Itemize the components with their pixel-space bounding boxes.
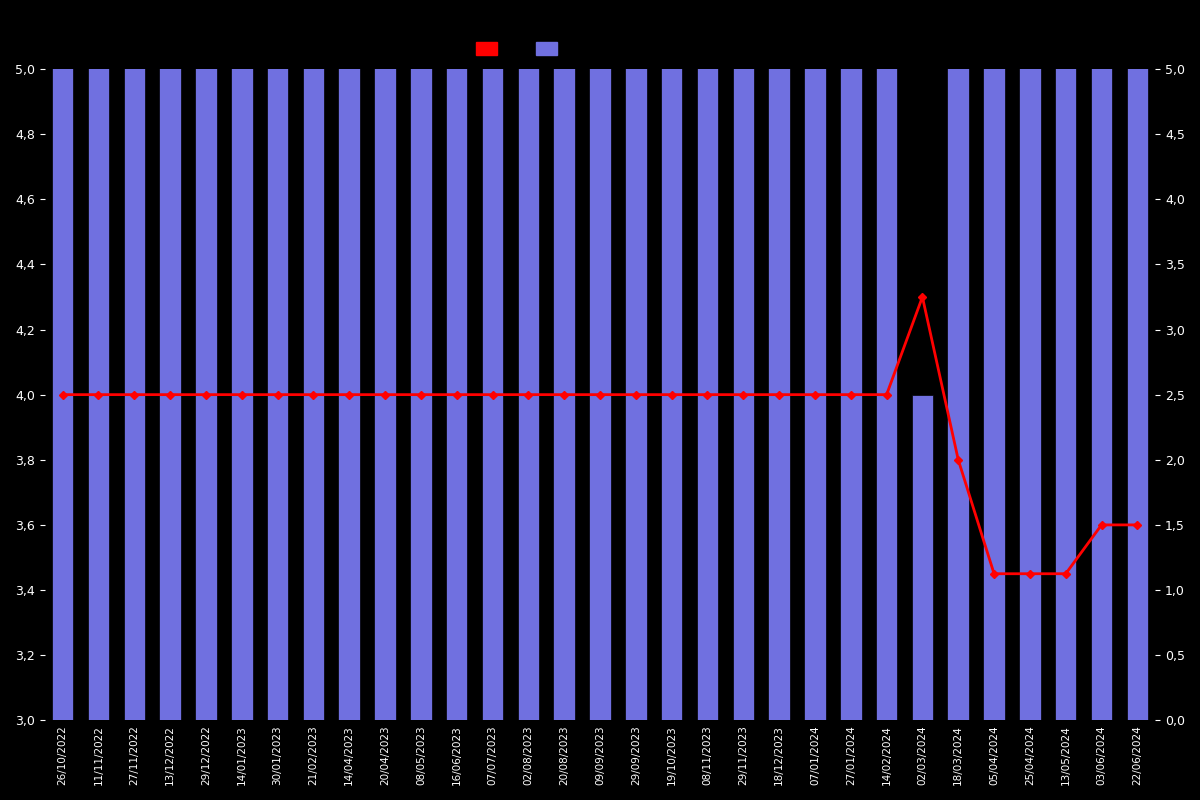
Bar bbox=[410, 0, 432, 720]
Bar bbox=[661, 0, 683, 720]
Bar bbox=[948, 0, 968, 720]
Bar bbox=[697, 0, 719, 720]
Legend: , : , bbox=[470, 37, 574, 62]
Bar bbox=[768, 0, 790, 720]
Bar bbox=[232, 0, 252, 720]
Bar bbox=[517, 0, 539, 720]
Bar bbox=[338, 0, 360, 720]
Bar bbox=[266, 0, 288, 720]
Bar bbox=[732, 0, 754, 720]
Bar bbox=[302, 0, 324, 720]
Bar bbox=[553, 0, 575, 720]
Bar bbox=[1091, 0, 1112, 720]
Bar bbox=[196, 0, 217, 720]
Bar bbox=[481, 0, 503, 720]
Bar bbox=[625, 0, 647, 720]
Bar bbox=[804, 0, 826, 720]
Bar bbox=[1127, 0, 1148, 720]
Bar bbox=[1055, 0, 1076, 720]
Bar bbox=[589, 0, 611, 720]
Bar bbox=[160, 0, 181, 720]
Bar bbox=[52, 0, 73, 720]
Bar bbox=[983, 0, 1004, 720]
Bar bbox=[840, 0, 862, 720]
Bar bbox=[124, 0, 145, 720]
Bar bbox=[876, 0, 898, 720]
Bar bbox=[374, 0, 396, 720]
Bar bbox=[912, 394, 934, 720]
Bar bbox=[1019, 0, 1040, 720]
Bar bbox=[446, 0, 468, 720]
Bar bbox=[88, 0, 109, 720]
